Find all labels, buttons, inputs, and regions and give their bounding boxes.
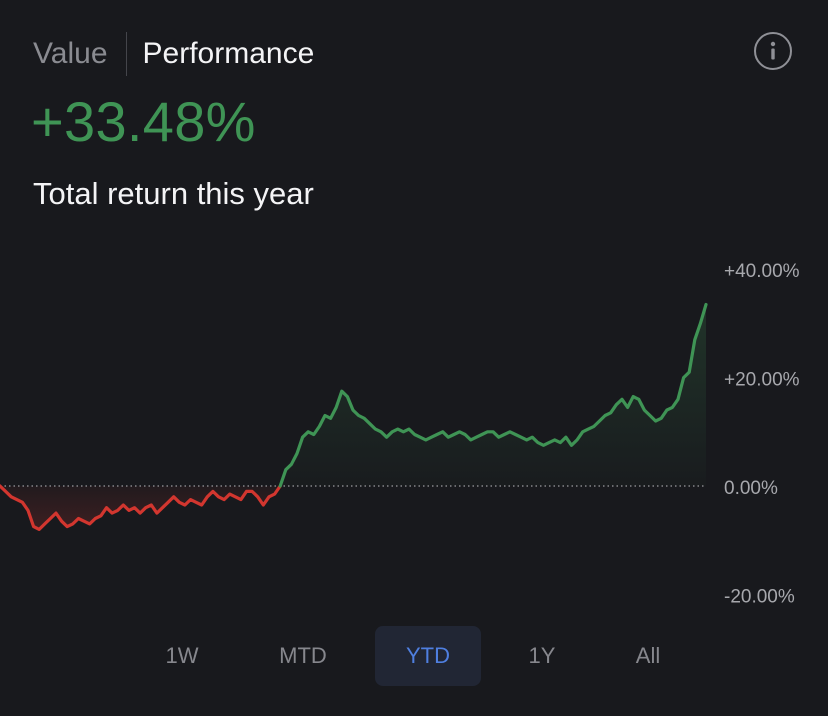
- negative-series-line: [0, 484, 282, 531]
- tab-divider: [125, 32, 127, 76]
- range-mtd-button[interactable]: MTD: [279, 643, 327, 668]
- total-return-label: Total return this year: [33, 176, 314, 211]
- positive-series-line: [278, 302, 708, 488]
- view-tabs: Value Performance: [33, 32, 314, 76]
- performance-chart: +40.00% +20.00% 0.00% -20.00%: [0, 261, 800, 607]
- tab-value[interactable]: Value: [33, 37, 108, 70]
- range-1y-button[interactable]: 1Y: [528, 643, 556, 668]
- y-tick-label: +20.00%: [724, 370, 800, 391]
- y-tick-label: +40.00%: [724, 261, 800, 282]
- range-ytd-button[interactable]: YTD: [375, 626, 481, 686]
- range-1w-button[interactable]: 1W: [165, 643, 199, 668]
- range-all-button[interactable]: All: [635, 643, 661, 668]
- positive-area-fill: [280, 304, 706, 486]
- y-tick-label: 0.00%: [724, 478, 778, 499]
- info-icon: [770, 41, 776, 60]
- total-return-value: +33.48%: [31, 90, 256, 153]
- y-tick-label: -20.00%: [724, 586, 795, 607]
- tab-performance[interactable]: Performance: [142, 37, 315, 70]
- time-range-selector: 1W MTD YTD 1Y All: [0, 626, 828, 686]
- info-button[interactable]: [754, 32, 792, 70]
- negative-area-fill: [0, 486, 281, 530]
